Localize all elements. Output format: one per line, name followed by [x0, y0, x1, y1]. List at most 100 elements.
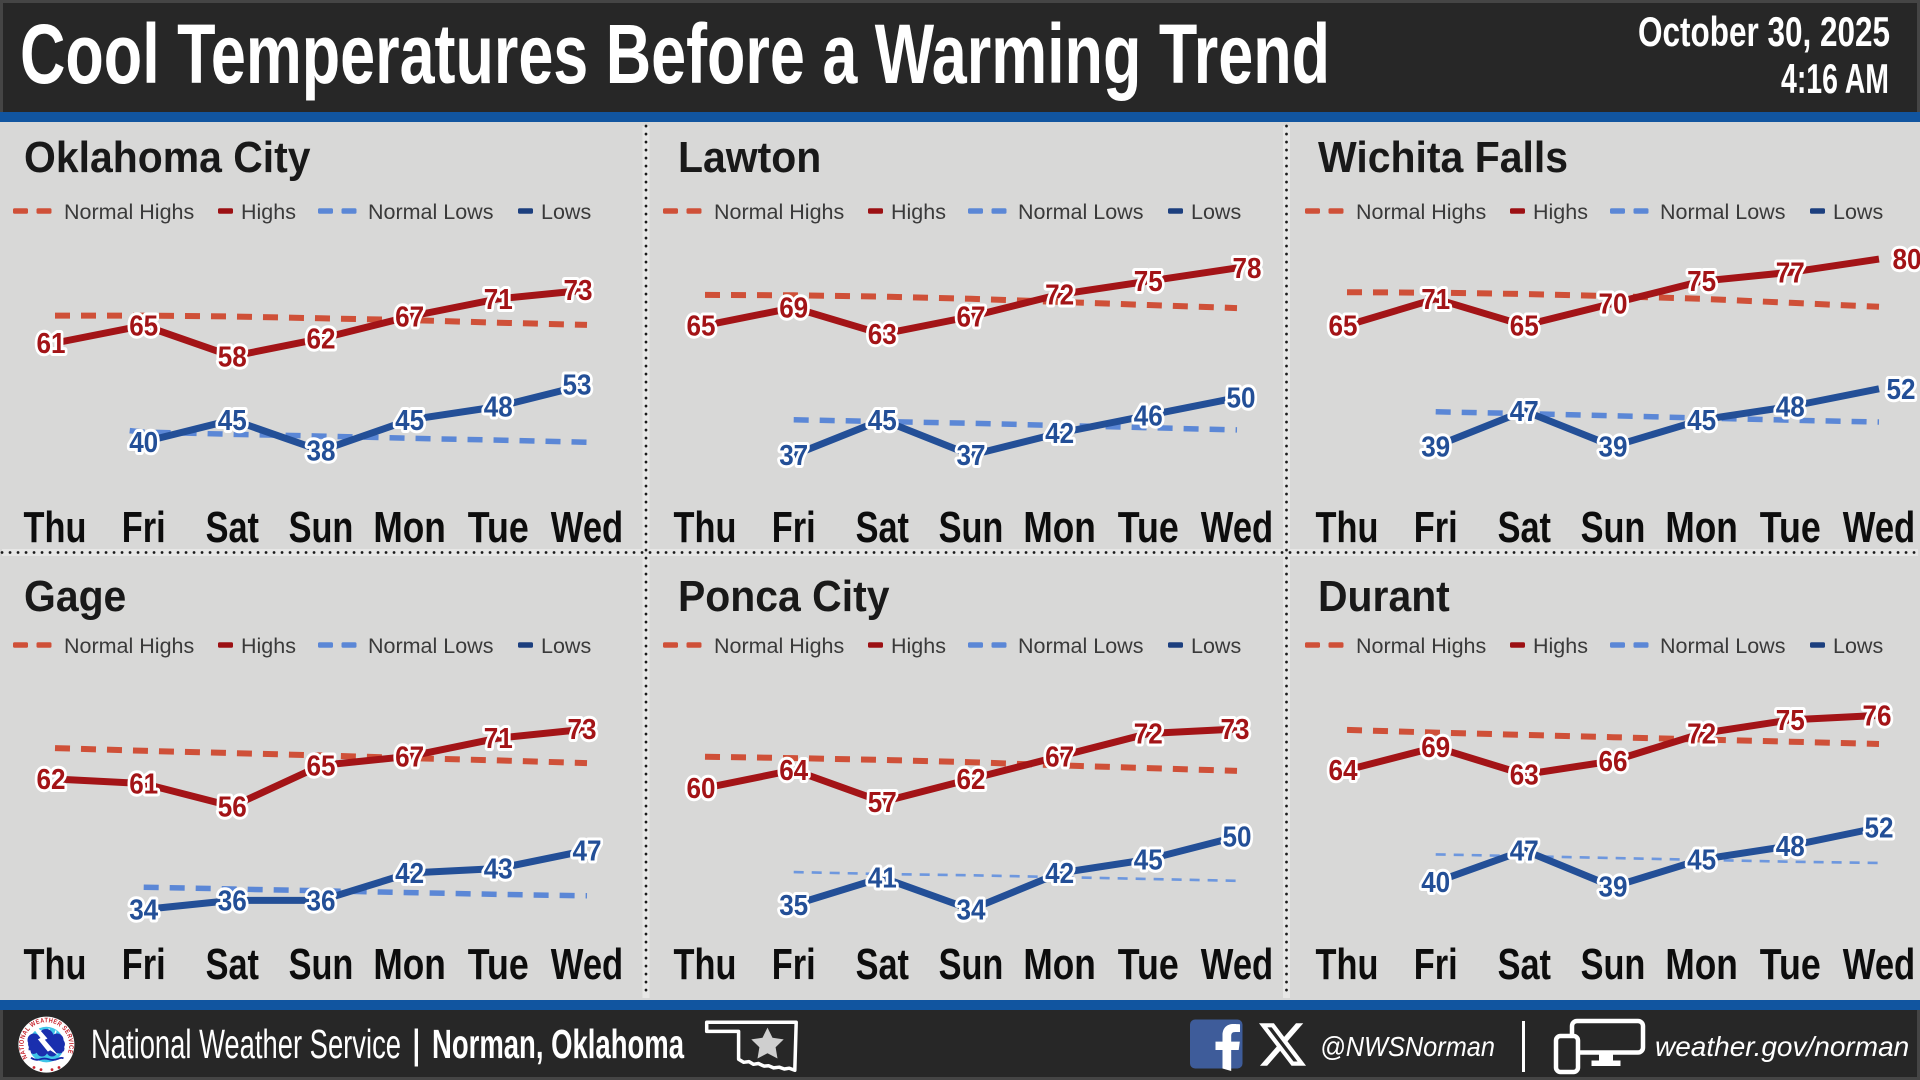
- svg-text:Highs: Highs: [1533, 200, 1588, 224]
- svg-text:Sat: Sat: [1498, 940, 1552, 989]
- svg-text:Normal Lows: Normal Lows: [368, 634, 493, 658]
- svg-text:37: 37: [779, 440, 808, 472]
- svg-text:61: 61: [37, 328, 66, 360]
- svg-text:Sat: Sat: [206, 503, 260, 552]
- svg-text:Normal Highs: Normal Highs: [714, 200, 844, 224]
- svg-text:4:16 AM: 4:16 AM: [1781, 55, 1889, 102]
- svg-text:Normal Lows: Normal Lows: [1660, 200, 1785, 224]
- svg-text:77: 77: [1776, 257, 1805, 289]
- svg-text:67: 67: [395, 741, 424, 773]
- svg-text:56: 56: [218, 791, 247, 823]
- svg-text:Highs: Highs: [241, 200, 296, 224]
- svg-text:Tue: Tue: [1760, 503, 1821, 552]
- svg-text:47: 47: [1510, 396, 1539, 428]
- svg-text:|: |: [411, 1021, 422, 1067]
- svg-text:40: 40: [129, 427, 158, 459]
- svg-text:Highs: Highs: [241, 634, 296, 658]
- svg-text:Lows: Lows: [1833, 200, 1883, 224]
- svg-text:Sun: Sun: [289, 940, 354, 989]
- svg-text:69: 69: [779, 293, 808, 325]
- svg-text:Thu: Thu: [24, 940, 87, 989]
- svg-text:47: 47: [1510, 835, 1539, 867]
- svg-text:45: 45: [1687, 844, 1716, 876]
- svg-text:Highs: Highs: [891, 634, 946, 658]
- svg-text:Mon: Mon: [373, 940, 445, 989]
- svg-text:Ponca City: Ponca City: [678, 572, 890, 621]
- svg-text:Wed: Wed: [1843, 503, 1915, 552]
- svg-text:Normal Highs: Normal Highs: [64, 200, 194, 224]
- svg-text:66: 66: [1599, 746, 1628, 778]
- svg-text:48: 48: [1776, 392, 1805, 424]
- svg-text:65: 65: [1510, 310, 1539, 342]
- svg-text:60: 60: [687, 773, 716, 805]
- svg-text:63: 63: [1510, 760, 1539, 792]
- svg-text:Wed: Wed: [1201, 503, 1273, 552]
- svg-text:71: 71: [1421, 284, 1450, 316]
- svg-text:75: 75: [1687, 266, 1716, 298]
- svg-text:Sun: Sun: [289, 503, 354, 552]
- svg-text:72: 72: [1134, 719, 1163, 751]
- svg-text:43: 43: [484, 854, 513, 886]
- svg-text:Highs: Highs: [891, 200, 946, 224]
- svg-text:36: 36: [218, 885, 247, 917]
- svg-text:Norman, Oklahoma: Norman, Oklahoma: [432, 1021, 685, 1067]
- svg-text:52: 52: [1865, 813, 1894, 845]
- svg-text:41: 41: [868, 863, 897, 895]
- svg-text:62: 62: [957, 764, 986, 796]
- svg-text:42: 42: [395, 858, 424, 890]
- svg-text:Sat: Sat: [1498, 503, 1552, 552]
- svg-text:67: 67: [1045, 741, 1074, 773]
- svg-text:45: 45: [395, 405, 424, 437]
- svg-text:Tue: Tue: [1760, 940, 1821, 989]
- svg-text:Thu: Thu: [24, 503, 87, 552]
- svg-text:73: 73: [568, 714, 597, 746]
- svg-text:61: 61: [129, 769, 158, 801]
- svg-text:Sat: Sat: [856, 940, 910, 989]
- svg-text:Wichita Falls: Wichita Falls: [1318, 133, 1568, 182]
- svg-text:36: 36: [307, 885, 336, 917]
- svg-text:Mon: Mon: [1665, 503, 1737, 552]
- svg-text:48: 48: [1776, 831, 1805, 863]
- svg-text:Thu: Thu: [1316, 503, 1379, 552]
- svg-text:35: 35: [779, 890, 808, 922]
- svg-text:Gage: Gage: [24, 572, 126, 621]
- svg-text:Lows: Lows: [1191, 634, 1241, 658]
- svg-text:37: 37: [957, 440, 986, 472]
- svg-text:Durant: Durant: [1318, 572, 1450, 621]
- svg-text:Sun: Sun: [1581, 940, 1646, 989]
- svg-text:50: 50: [1223, 822, 1252, 854]
- svg-text:October 30, 2025: October 30, 2025: [1638, 8, 1890, 55]
- svg-text:Sun: Sun: [1581, 503, 1646, 552]
- svg-text:Normal Highs: Normal Highs: [1356, 634, 1486, 658]
- svg-text:Thu: Thu: [674, 503, 737, 552]
- svg-text:National Weather Service: National Weather Service: [91, 1021, 401, 1067]
- svg-text:69: 69: [1421, 732, 1450, 764]
- svg-text:64: 64: [779, 755, 808, 787]
- svg-text:Sun: Sun: [939, 503, 1004, 552]
- svg-text:Mon: Mon: [373, 503, 445, 552]
- svg-text:62: 62: [37, 764, 66, 796]
- svg-text:Thu: Thu: [674, 940, 737, 989]
- svg-text:42: 42: [1045, 418, 1074, 450]
- svg-text:46: 46: [1134, 400, 1163, 432]
- svg-text:65: 65: [687, 310, 716, 342]
- svg-text:57: 57: [868, 787, 897, 819]
- svg-text:Normal Highs: Normal Highs: [64, 634, 194, 658]
- svg-text:Tue: Tue: [1118, 940, 1179, 989]
- svg-text:34: 34: [957, 895, 986, 927]
- svg-text:67: 67: [395, 302, 424, 334]
- svg-text:Tue: Tue: [1118, 503, 1179, 552]
- svg-text:Wed: Wed: [551, 940, 623, 989]
- svg-text:Lows: Lows: [541, 200, 591, 224]
- svg-text:71: 71: [484, 723, 513, 755]
- svg-text:62: 62: [307, 324, 336, 356]
- svg-text:Lows: Lows: [1191, 200, 1241, 224]
- svg-text:45: 45: [218, 405, 247, 437]
- svg-text:Thu: Thu: [1316, 940, 1379, 989]
- svg-text:53: 53: [563, 369, 592, 401]
- svg-text:65: 65: [129, 310, 158, 342]
- svg-text:48: 48: [484, 392, 513, 424]
- svg-text:39: 39: [1421, 431, 1450, 463]
- svg-text:80: 80: [1893, 244, 1920, 276]
- svg-text:Sat: Sat: [206, 940, 260, 989]
